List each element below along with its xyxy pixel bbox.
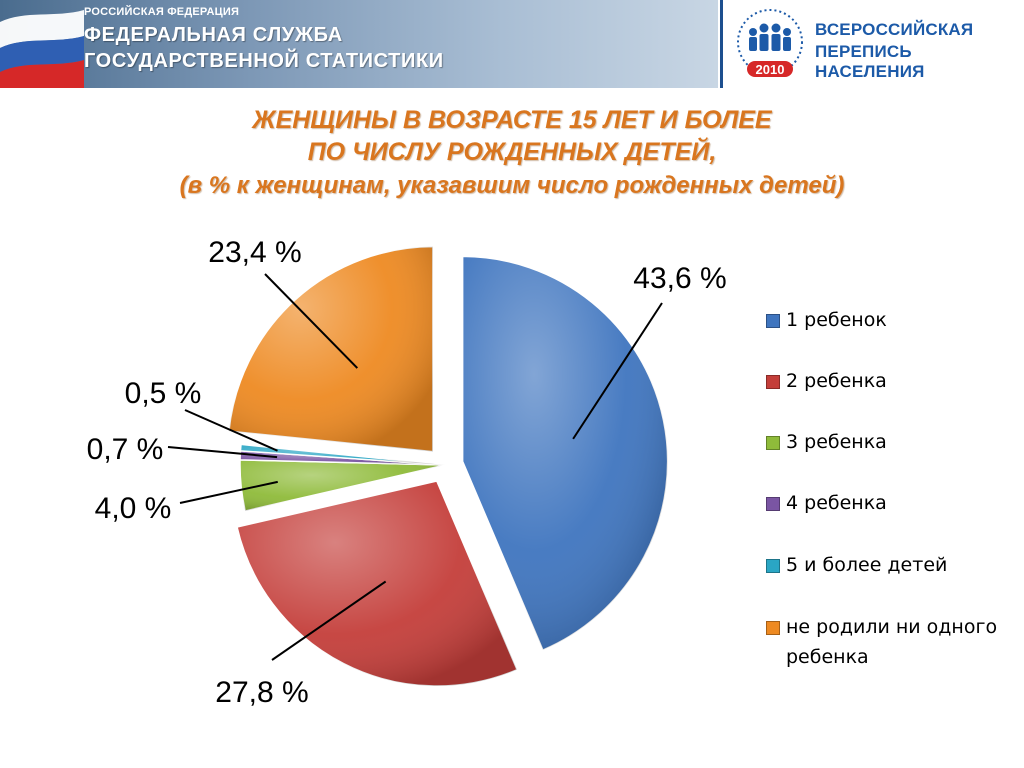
pie-slice-shading: [240, 459, 445, 511]
legend-label: не родили ни одного ребенка: [786, 616, 998, 668]
pie-slice-shading: [240, 444, 445, 465]
legend-swatch: [766, 559, 780, 573]
leader-line: [264, 273, 359, 369]
org-name-line2: ГОСУДАРСТВЕННОЙ СТАТИСТИКИ: [84, 50, 444, 72]
leader-line: [271, 580, 387, 661]
data-label: 4,0 %: [95, 492, 172, 525]
legend-label: 5 и более детей: [786, 554, 948, 576]
leader-line: [184, 409, 278, 452]
russian-flag-icon: [0, 10, 84, 88]
chart-title-line2: ПО ЧИСЛУ РОЖДЕННЫХ ДЕТЕЙ,: [307, 138, 717, 166]
leader-line: [179, 480, 278, 504]
leader-line: [167, 446, 278, 459]
pie-slice-shading: [462, 256, 668, 651]
leader-line: [572, 302, 663, 440]
legend-label: 4 ребенка: [786, 492, 887, 514]
legend-swatch: [766, 314, 780, 328]
org-country: РОССИЙСКАЯ ФЕДЕРАЦИЯ: [84, 6, 240, 18]
data-label: 43,6 %: [633, 262, 726, 295]
legend-label: 2 ребенка: [786, 370, 887, 392]
org-name-line1: ФЕДЕРАЛЬНАЯ СЛУЖБА: [84, 24, 343, 46]
legend-swatch: [766, 436, 780, 450]
chart-title-line3: (в % к женщинам, указавшим число рожденн…: [179, 172, 845, 199]
legend-swatch: [766, 621, 780, 635]
census-logo-box: 2010 ВСЕРОССИЙСКАЯ ПЕРЕПИСЬ НАСЕЛЕНИЯ: [720, 0, 1024, 88]
data-label: 23,4 %: [208, 236, 301, 269]
header-banner: РОССИЙСКАЯ ФЕДЕРАЦИЯ ФЕДЕРАЛЬНАЯ СЛУЖБА …: [0, 0, 718, 88]
people-group-logo-icon: 2010: [737, 9, 803, 77]
legend-swatch: [766, 375, 780, 389]
data-label: 0,5 %: [125, 377, 202, 410]
legend-label: 3 ребенка: [786, 431, 887, 453]
data-label: 27,8 %: [215, 676, 308, 709]
pie-slice-shading: [228, 246, 433, 452]
census-title-line1: ВСЕРОССИЙСКАЯ: [815, 20, 974, 39]
legend-label: 1 ребенок: [786, 309, 887, 331]
census-title-line2: ПЕРЕПИСЬ НАСЕЛЕНИЯ: [815, 42, 925, 81]
legend-swatch: [766, 497, 780, 511]
data-label: 0,7 %: [87, 433, 164, 466]
chart-title-line1: ЖЕНЩИНЫ В ВОЗРАСТЕ 15 ЛЕТ И БОЛЕЕ: [252, 106, 772, 134]
census-year: 2010: [756, 62, 785, 77]
